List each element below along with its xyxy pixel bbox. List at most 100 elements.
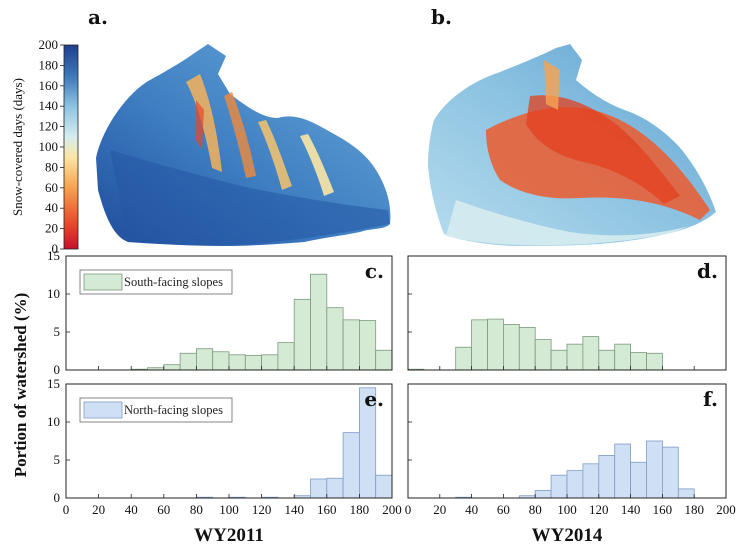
x-tick-label: 180 [684, 502, 704, 517]
histogram-bar [502, 323, 520, 371]
histogram-bar [310, 478, 328, 499]
x-tick-label: 20 [92, 502, 105, 517]
histogram-bar [566, 343, 584, 371]
map-wy2011 [96, 44, 391, 246]
legend-label: South-facing slopes [124, 275, 223, 289]
colorbar-tick-label: 40 [45, 200, 58, 215]
x-tick-label: 40 [465, 502, 478, 517]
panel-label-e: e. [364, 387, 384, 411]
colorbar-tick-label: 60 [45, 180, 58, 195]
histogram-f: 0 20 40 60 80 100 120 140 160 180 200 f. WY2014 [405, 383, 736, 546]
histogram-bar [163, 364, 181, 371]
x-tick-label: 200 [382, 502, 402, 517]
histogram-bar [310, 273, 328, 371]
colorbar-gradient [63, 44, 79, 250]
colorbar-tick-label: 20 [45, 221, 58, 236]
histogram-bar [630, 352, 647, 371]
panel-label-f: f. [703, 387, 718, 411]
x-tick-label: 20 [433, 502, 446, 517]
histogram-bar [582, 336, 600, 371]
histogram-bar [534, 489, 552, 499]
x-tick-label: 180 [350, 502, 370, 517]
colorbar-tick-label: 100 [39, 139, 59, 154]
histogram-bar [487, 318, 504, 371]
histogram-bar [342, 432, 360, 499]
y-tick-label: 5 [54, 324, 61, 339]
histogram-bar [261, 354, 279, 371]
y-tick-label: 15 [47, 248, 60, 263]
histogram-bar [342, 319, 360, 371]
x-tick-label: 160 [653, 502, 673, 517]
histogram-bar [646, 352, 663, 371]
histogram-bar [375, 474, 393, 499]
histogram-bar [179, 352, 197, 371]
x-tick-label: 120 [252, 502, 272, 517]
y-tick-label: 0 [54, 362, 61, 377]
histogram-bar [614, 343, 632, 371]
histogram-d: d. [407, 255, 727, 371]
panel-label-d: d. [697, 259, 718, 283]
legend-label: North-facing slopes [124, 403, 223, 417]
colorbar-title: Snow-covered days (days) [10, 78, 25, 216]
x-tick-label: 0 [63, 502, 70, 517]
histogram-bar [534, 339, 552, 371]
panel-label-c: c. [365, 259, 384, 283]
histogram-bar [646, 440, 663, 499]
colorbar-tick-label: 200 [39, 37, 59, 52]
x-axis-title: WY2011 [194, 525, 264, 546]
colorbar-tick-label: 0 [52, 241, 59, 256]
y-tick-label: 5 [54, 452, 61, 467]
histogram-bar [471, 319, 488, 371]
legend-swatch [83, 401, 123, 419]
panel-label-a: a. [88, 5, 108, 29]
histogram-bar [228, 354, 246, 371]
histogram-bar [582, 463, 600, 499]
map-wy2014 [428, 44, 716, 246]
histogram-c: 0 5 10 15 c. South-facing slopes [47, 248, 393, 377]
x-tick-label: 60 [497, 502, 510, 517]
histogram-bar [358, 320, 377, 371]
x-tick-label: 160 [317, 502, 337, 517]
x-tick-label: 140 [621, 502, 641, 517]
x-axis-title: WY2014 [532, 525, 603, 546]
x-tick-label: 0 [405, 502, 412, 517]
colorbar-tick-label: 140 [39, 98, 59, 113]
histogram-bar [598, 349, 616, 371]
histogram-bar [630, 461, 647, 499]
histogram-bar [212, 351, 230, 371]
histogram-bar [277, 342, 295, 371]
histogram-bar [550, 349, 568, 371]
x-tick-label: 40 [125, 502, 138, 517]
histogram-bar [566, 470, 584, 499]
histogram-bar [326, 477, 344, 499]
x-tick-label: 100 [557, 502, 577, 517]
legend: North-facing slopes [79, 397, 233, 423]
colorbar-tick-label: 120 [39, 119, 59, 134]
histogram-bar [662, 446, 679, 499]
histogram-bar [598, 455, 616, 499]
histogram-bar [614, 443, 632, 499]
histogram-bar [518, 327, 536, 371]
colorbar-tick-label: 180 [39, 57, 59, 72]
panel-label-b: b. [431, 5, 452, 29]
histogram-bar [326, 307, 344, 371]
legend-swatch [83, 273, 123, 291]
colorbar-tick-label: 80 [45, 159, 58, 174]
histogram-bar [195, 348, 214, 371]
x-tick-label: 120 [589, 502, 609, 517]
legend: South-facing slopes [79, 269, 233, 295]
histogram-e: 0 20 40 60 80 100 120 140 160 180 200 0 5 10 15 e. North… [47, 376, 402, 546]
y-axis-title: Portion of watershed (%) [11, 293, 30, 478]
y-tick-label: 10 [47, 286, 60, 301]
x-tick-label: 80 [190, 502, 203, 517]
x-tick-label: 140 [284, 502, 304, 517]
y-tick-label: 15 [47, 376, 60, 391]
x-tick-label: 80 [529, 502, 542, 517]
histogram-bar [550, 474, 568, 499]
colorbar-tick-label: 160 [39, 78, 59, 93]
histogram-bar [455, 346, 473, 371]
y-tick-label: 0 [54, 490, 61, 505]
colorbar: 0 20 40 60 80 100 120 140 160 180 200 Snow-covered… [10, 37, 79, 256]
x-tick-label: 60 [157, 502, 170, 517]
